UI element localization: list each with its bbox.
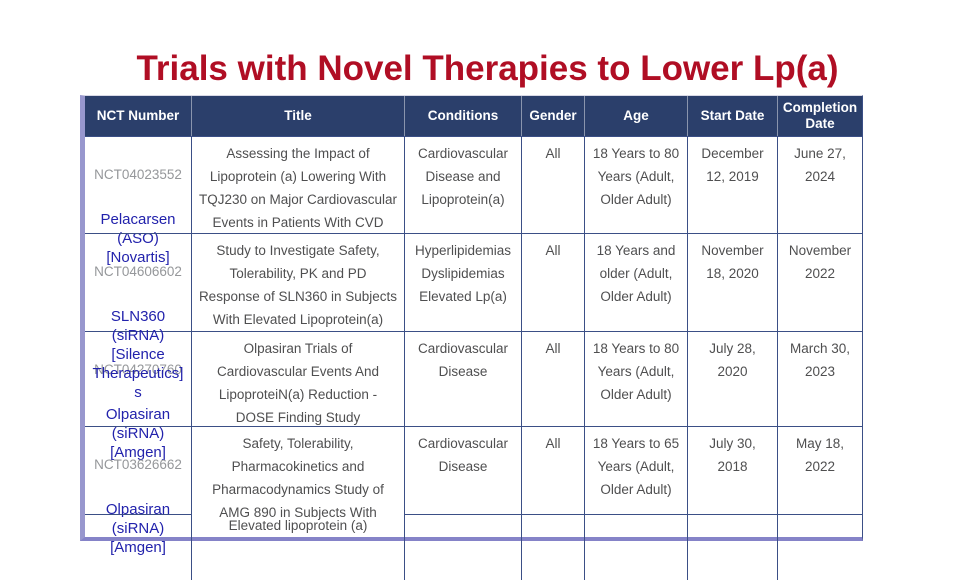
cell-nct-number: NCT04606602 SLN360 (siRNA) [Silence Ther… [85, 233, 192, 425]
slide-title: Trials with Novel Therapies to Lower Lp(… [136, 49, 839, 89]
cell-study-title: Assessing the Impact of Lipoprotein (a) … [192, 136, 405, 290]
table-footer-strip: Elevated lipoprotein (a) [85, 514, 862, 537]
table-row: NCT04270760 Olpasiran (siRNA) [Amgen] Ol… [85, 331, 862, 485]
cell-gender: All [522, 233, 585, 425]
column-header-start-date: Start Date [688, 96, 778, 136]
cell-conditions: Hyperlipidemias Dyslipidemias Elevated L… [405, 233, 522, 425]
table-body: NCT04023552 Pelacarsen (ASO) [Novartis] … [85, 136, 862, 580]
table-row: NCT03626662 Olpasiran (siRNA) [Amgen] Sa… [85, 426, 862, 580]
cell-age: 18 Years to 80 Years (Adult, Older Adult… [585, 331, 688, 485]
nct-number: NCT04270760 [94, 362, 182, 377]
cell-nct-number: NCT03626662 Olpasiran (siRNA) [Amgen] [85, 426, 192, 580]
footer-strip-cell [688, 514, 778, 537]
cell-start-date: July 28, 2020 [688, 331, 778, 485]
nct-number: NCT03626662 [94, 457, 182, 472]
column-header-conditions: Conditions [405, 96, 522, 136]
cell-gender: All [522, 136, 585, 290]
footer-note-textbox: Elevated lipoprotein (a) [192, 514, 405, 537]
cell-completion-date: June 27, 2024 [778, 136, 862, 290]
cell-conditions: Cardiovascular Disease [405, 426, 522, 580]
footer-strip-cell [778, 514, 862, 537]
drug-annotation: Pelacarsen (ASO) [Novartis] [100, 211, 176, 266]
cell-age: 18 Years to 80 Years (Adult, Older Adult… [585, 136, 688, 290]
footer-strip-cell [405, 514, 522, 537]
cell-start-date: July 30, 2018 [688, 426, 778, 580]
cell-nct-number: NCT04023552 Pelacarsen (ASO) [Novartis] [85, 136, 192, 290]
cell-gender: All [522, 331, 585, 485]
drug-annotation: Olpasiran (siRNA) [Amgen] [105, 406, 171, 461]
cell-study-title: Study to Investigate Safety, Tolerabilit… [192, 233, 405, 425]
cell-gender: All [522, 426, 585, 580]
cell-nct-number: NCT04270760 Olpasiran (siRNA) [Amgen] [85, 331, 192, 485]
cell-conditions: Cardiovascular Disease and Lipoprotein(a… [405, 136, 522, 290]
cell-start-date: December 12, 2019 [688, 136, 778, 290]
column-header-title: Title [192, 96, 405, 136]
table-row: NCT04023552 Pelacarsen (ASO) [Novartis] … [85, 136, 862, 290]
cell-completion-date: May 18, 2022 [778, 426, 862, 580]
footer-strip-cell [585, 514, 688, 537]
cell-completion-date: March 30, 2023 [778, 331, 862, 485]
table-header-row: NCT Number Title Conditions Gender Age S… [85, 96, 862, 136]
footer-strip-cell [85, 514, 192, 537]
drug-annotation: SLN360 (siRNA) [Silence Therapeutics] s [92, 308, 184, 401]
table-row: NCT04606602 SLN360 (siRNA) [Silence Ther… [85, 233, 862, 425]
column-header-gender: Gender [522, 96, 585, 136]
column-header-completion-date: Completion Date [782, 100, 858, 131]
trials-table: NCT Number Title Conditions Gender Age S… [80, 95, 863, 580]
cell-age: 18 Years to 65 Years (Adult, Older Adult… [585, 426, 688, 580]
column-header-age: Age [585, 96, 688, 136]
nct-number: NCT04023552 [94, 167, 182, 182]
cell-age: 18 Years and older (Adult, Older Adult) [585, 233, 688, 425]
cell-start-date: November 18, 2020 [688, 233, 778, 425]
cell-study-title: Safety, Tolerability, Pharmacokinetics a… [192, 426, 405, 580]
nct-number: NCT04606602 [94, 264, 182, 279]
cell-study-title: Olpasiran Trials of Cardiovascular Event… [192, 331, 405, 485]
cell-completion-date: November 2022 [778, 233, 862, 425]
cell-conditions: Cardiovascular Disease [405, 331, 522, 485]
footer-strip-cell [522, 514, 585, 537]
column-header-nct-number: NCT Number [85, 96, 192, 136]
